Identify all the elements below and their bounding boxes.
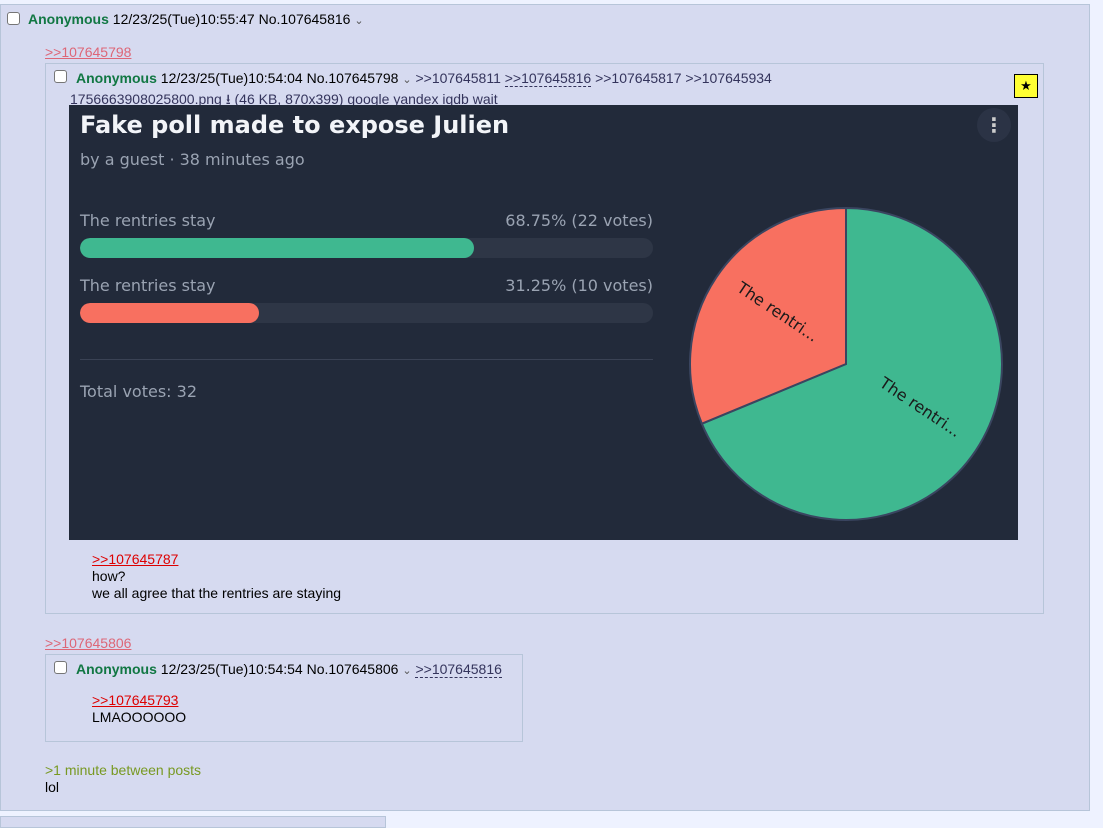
download-icon[interactable]: ⭳ bbox=[225, 91, 231, 107]
backlink[interactable]: >>107645934 bbox=[685, 70, 772, 86]
bar-fill bbox=[80, 238, 474, 258]
menu-icon: ⋮ bbox=[977, 108, 1011, 142]
post-body: >1 minute between posts lol bbox=[45, 762, 201, 796]
post-line: LMAOOOOOO bbox=[92, 709, 187, 725]
inline-post: Anonymous 12/23/25(Tue)10:54:54 No.10764… bbox=[45, 654, 523, 742]
poll-image[interactable]: Fake poll made to expose Julien by a gue… bbox=[69, 105, 1018, 540]
quote-link[interactable]: >>107645806 bbox=[45, 635, 132, 651]
file-meta: (46 KB, 870x399) bbox=[234, 91, 344, 107]
post-header: Anonymous 12/23/25(Tue)10:54:04 No.10764… bbox=[76, 70, 772, 87]
poll-title: Fake poll made to expose Julien bbox=[80, 111, 510, 139]
pie-slice bbox=[689, 206, 847, 426]
total-votes: Total votes: 32 bbox=[80, 382, 197, 401]
poll-subtitle: by a guest · 38 minutes ago bbox=[80, 150, 305, 169]
backlink[interactable]: >>107645811 bbox=[415, 70, 501, 86]
backlink[interactable]: >>107645816 bbox=[415, 661, 502, 678]
greentext: >1 minute between posts bbox=[45, 762, 202, 778]
post-datetime: 12/23/25(Tue)10:54:04 bbox=[160, 70, 303, 86]
yandex-link[interactable]: yandex bbox=[393, 91, 439, 107]
post-datetime: 12/23/25(Tue)10:55:47 bbox=[112, 11, 255, 27]
poster-name: Anonymous bbox=[76, 661, 157, 677]
poster-name: Anonymous bbox=[28, 11, 109, 27]
post-checkbox[interactable] bbox=[54, 661, 67, 674]
option-result: 68.75% (22 votes) bbox=[505, 211, 653, 230]
post-checkbox[interactable] bbox=[7, 12, 20, 25]
option-label: The rentries stay bbox=[80, 211, 216, 230]
chevron-down-icon[interactable]: ⌄ bbox=[402, 74, 412, 86]
backlink[interactable]: >>107645816 bbox=[504, 70, 592, 87]
option-result: 31.25% (10 votes) bbox=[505, 276, 653, 295]
post-number[interactable]: No.107645798 bbox=[306, 70, 399, 86]
chevron-down-icon[interactable]: ⌄ bbox=[354, 15, 364, 27]
next-post-edge bbox=[0, 816, 386, 828]
poll-option: The rentries stay 31.25% (10 votes) bbox=[80, 276, 653, 295]
post-checkbox[interactable] bbox=[54, 70, 67, 83]
post-line: lol bbox=[45, 779, 60, 795]
poster-name: Anonymous bbox=[76, 70, 157, 86]
post-body: >>107645793 LMAOOOOOO bbox=[92, 692, 186, 726]
option-bar bbox=[80, 238, 653, 258]
option-bar bbox=[80, 303, 653, 323]
iqdb-link[interactable]: iqdb bbox=[442, 91, 469, 107]
quote-link[interactable]: >>107645793 bbox=[92, 692, 179, 708]
wait-link[interactable]: wait bbox=[472, 91, 498, 107]
file-info: 1756663908025800.png ⭳ (46 KB, 870x399) … bbox=[70, 89, 498, 113]
post-datetime: 12/23/25(Tue)10:54:54 bbox=[160, 661, 303, 677]
poll-option: The rentries stay 68.75% (22 votes) bbox=[80, 211, 653, 230]
post-header: Anonymous 12/23/25(Tue)10:55:47 No.10764… bbox=[28, 11, 364, 27]
file-link[interactable]: 1756663908025800.png bbox=[70, 91, 222, 107]
post-line: we all agree that the rentries are stayi… bbox=[92, 585, 342, 601]
star-button[interactable]: ★ bbox=[1014, 74, 1038, 98]
bar-fill bbox=[80, 303, 260, 323]
pie-chart: The rentri...The rentri... bbox=[689, 206, 1003, 521]
quote-link[interactable]: >>107645798 bbox=[45, 44, 132, 60]
option-label: The rentries stay bbox=[80, 276, 216, 295]
quote-link[interactable]: >>107645787 bbox=[92, 551, 179, 567]
post-number[interactable]: No.107645816 bbox=[258, 11, 351, 27]
google-link[interactable]: google bbox=[347, 91, 390, 107]
pie-slice bbox=[700, 206, 1003, 521]
post-header: Anonymous 12/23/25(Tue)10:54:54 No.10764… bbox=[76, 661, 502, 678]
post-body: >>107645787 how? we all agree that the r… bbox=[92, 551, 341, 602]
post-line: how? bbox=[92, 568, 126, 584]
backlink[interactable]: >>107645817 bbox=[595, 70, 682, 86]
post-number[interactable]: No.107645806 bbox=[306, 661, 399, 677]
chevron-down-icon[interactable]: ⌄ bbox=[402, 665, 412, 677]
divider bbox=[80, 359, 653, 360]
